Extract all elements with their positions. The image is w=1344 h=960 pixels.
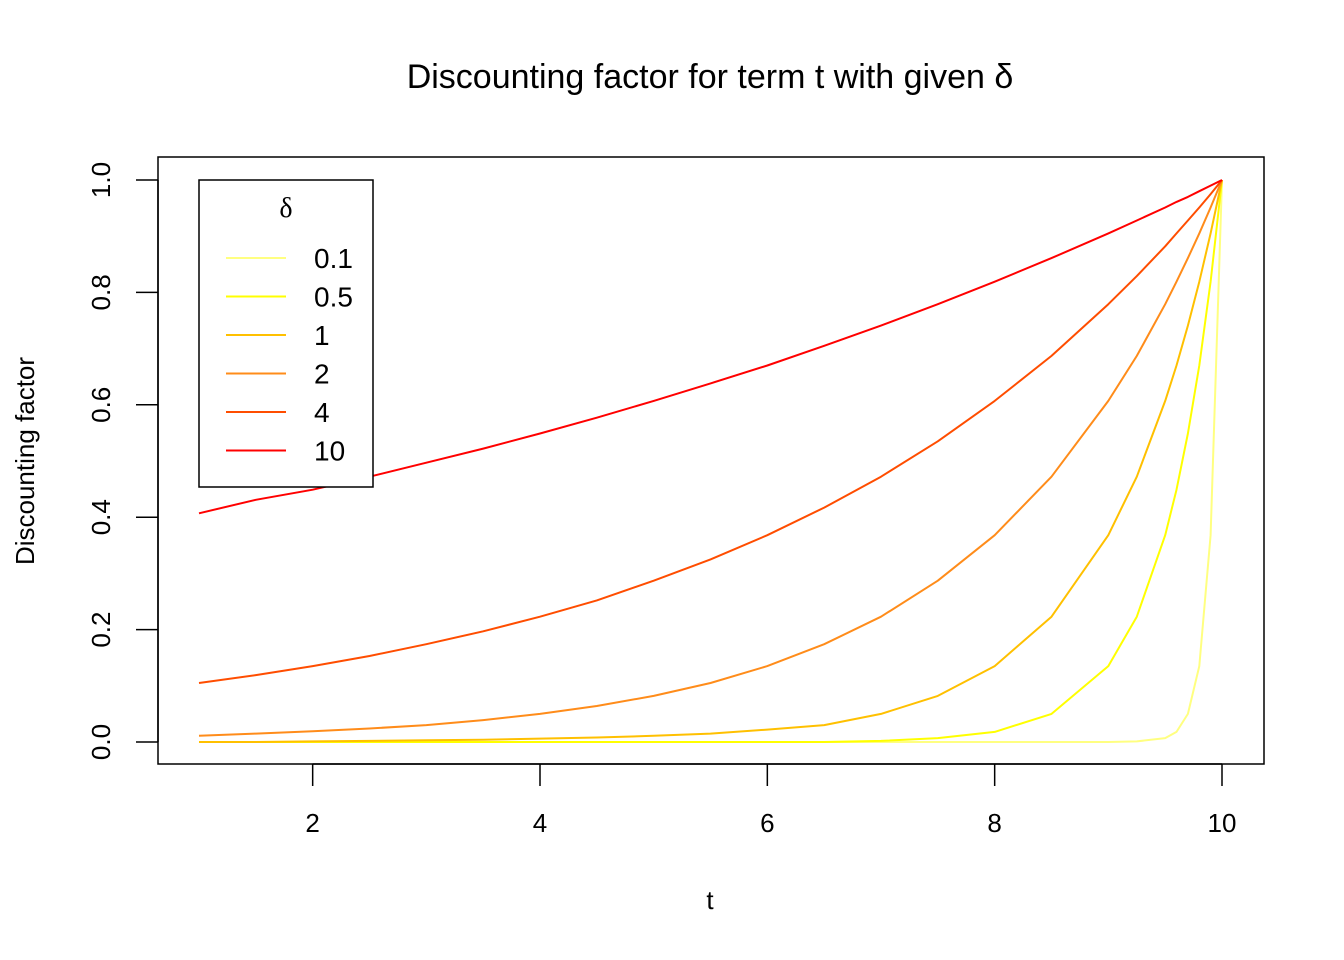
legend-items: 0.1 0.5 1 2 4 10 (226, 243, 353, 467)
legend-label: 0.1 (314, 243, 353, 274)
x-tick-label: 8 (987, 808, 1001, 838)
y-axis: 0.0 0.2 0.4 0.6 0.8 1.0 (86, 162, 159, 760)
series-line-10 (198, 179, 1223, 515)
series-layer (198, 179, 1223, 743)
legend-label: 1 (314, 320, 330, 351)
y-tick-label: 0.0 (86, 724, 116, 760)
x-tick-label: 10 (1208, 808, 1237, 838)
legend-title: δ (279, 193, 292, 224)
y-tick-label: 0.6 (86, 387, 116, 423)
legend-label: 0.5 (314, 282, 353, 313)
legend-box (198, 179, 374, 488)
x-tick-label: 6 (760, 808, 774, 838)
legend-label: 4 (314, 397, 330, 428)
y-tick-label: 0.4 (86, 499, 116, 535)
y-axis-title: Discounting factor (10, 357, 40, 565)
legend-label: 2 (314, 359, 330, 390)
y-tick-label: 0.2 (86, 612, 116, 648)
x-axis-title: t (706, 885, 714, 915)
series-line-0.5 (199, 179, 1223, 743)
x-tick-label: 4 (533, 808, 547, 838)
series-line-1 (199, 179, 1223, 743)
y-tick-label: 1.0 (86, 162, 116, 198)
x-tick-label: 2 (305, 808, 319, 838)
series-line-2 (198, 179, 1223, 737)
y-tick-label: 0.8 (86, 274, 116, 310)
x-axis: 2 4 6 8 10 (305, 763, 1237, 838)
series-line-4 (198, 179, 1223, 684)
legend-label: 10 (314, 436, 345, 467)
chart-title: Discounting factor for term t with given… (407, 58, 1014, 96)
legend: δ 0.1 0.5 1 2 4 10 (198, 179, 374, 488)
